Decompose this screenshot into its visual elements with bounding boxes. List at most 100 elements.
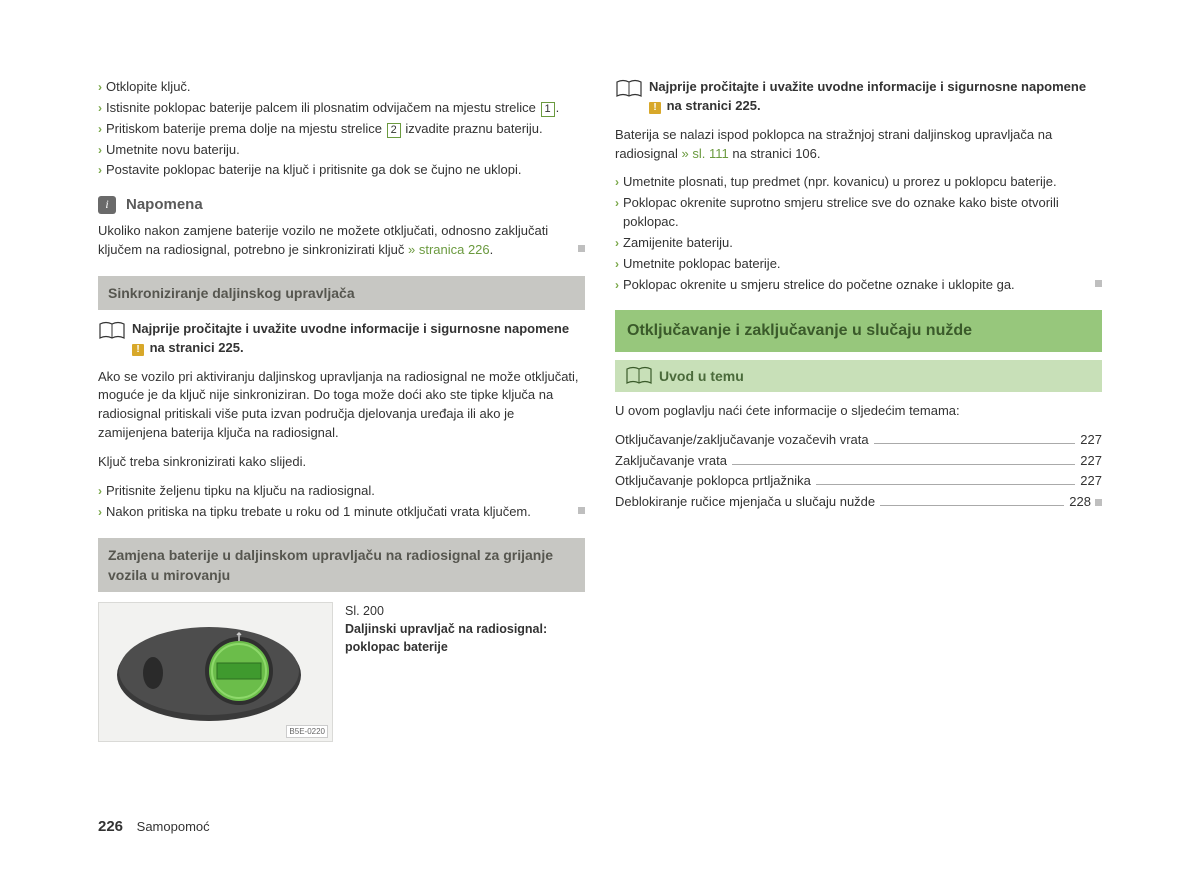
list-item-text: Poklopac okrenite u smjeru strelice do p… xyxy=(623,276,1102,295)
end-mark-icon xyxy=(1095,499,1102,506)
figure-code: B5E-0220 xyxy=(286,725,328,739)
toc-item: Otključavanje/zaključavanje vozačevih vr… xyxy=(615,431,1102,450)
end-mark-icon xyxy=(1095,280,1102,287)
toc-leader xyxy=(816,484,1075,485)
list-item: ›Zamijenite bateriju. xyxy=(615,234,1102,253)
book-icon xyxy=(615,79,643,99)
chevron-icon: › xyxy=(98,142,102,160)
note-link: » stranica 226 xyxy=(408,242,490,257)
sync-steps-list: ›Pritisnite željenu tipku na ključu na r… xyxy=(98,482,585,522)
list-item: ›Postavite poklopac baterije na ključ i … xyxy=(98,161,585,180)
list-item-text: Istisnite poklopac baterije palcem ili p… xyxy=(106,99,585,118)
list-item: ›Umetnite plosnati, tup predmet (npr. ko… xyxy=(615,173,1102,192)
toc-leader xyxy=(880,505,1064,506)
chevron-icon: › xyxy=(615,277,619,295)
batt-link: » sl. 111 xyxy=(682,146,729,161)
chevron-icon: › xyxy=(615,235,619,253)
toc-label: Deblokiranje ručice mjenjača u slučaju n… xyxy=(615,493,875,512)
book-icon xyxy=(98,321,126,341)
list-item: ›Umetnite novu bateriju. xyxy=(98,141,585,160)
green-section-title: Otključavanje i zaključavanje u slučaju … xyxy=(615,310,1102,351)
list-item: ›Nakon pritiska na tipku trebate u roku … xyxy=(98,503,585,522)
chevron-icon: › xyxy=(615,174,619,192)
list-item: ›Poklopac okrenite u smjeru strelice do … xyxy=(615,276,1102,295)
sub-title-text: Uvod u temu xyxy=(659,366,744,386)
list-item-text: Otklopite ključ. xyxy=(106,78,585,97)
sub-section-intro: Uvod u temu xyxy=(615,360,1102,392)
list-item: ›Istisnite poklopac baterije palcem ili … xyxy=(98,99,585,118)
list-item-text: Pritiskom baterije prema dolje na mjestu… xyxy=(106,120,585,139)
list-item-text: Umetnite plosnati, tup predmet (npr. kov… xyxy=(623,173,1102,192)
list-item-text: Umetnite poklopac baterije. xyxy=(623,255,1102,274)
right-column: Najprije pročitajte i uvažite uvodne inf… xyxy=(615,78,1102,750)
reference-number-box: 1 xyxy=(541,102,555,117)
list-item: ›Pritiskom baterije prema dolje na mjest… xyxy=(98,120,585,139)
note-heading: i Napomena xyxy=(98,194,585,216)
toc-label: Otključavanje poklopca prtljažnika xyxy=(615,472,811,491)
read-first-b: na stranici 225. xyxy=(146,340,244,355)
chevron-icon: › xyxy=(98,79,102,97)
read-first-block-right: Najprije pročitajte i uvažite uvodne inf… xyxy=(615,78,1102,116)
figure-label: Sl. 200 xyxy=(345,602,585,620)
toc-item: Zaključavanje vrata 227 xyxy=(615,452,1102,471)
left-column: ›Otklopite ključ.›Istisnite poklopac bat… xyxy=(98,78,585,750)
read-first-a: Najprije pročitajte i uvažite uvodne inf… xyxy=(132,321,569,336)
toc-item: Otključavanje poklopca prtljažnika 227 xyxy=(615,472,1102,491)
read-first-right-b: na stranici 225. xyxy=(663,98,761,113)
sync-intro: Ključ treba sinkronizirati kako slijedi. xyxy=(98,453,585,472)
warn-icon: ! xyxy=(132,344,144,356)
figure-image: B5E-0220 xyxy=(98,602,333,742)
figure-caption-text: Daljinski upravljač na radiosignal: pokl… xyxy=(345,620,585,656)
toc-page: 227 xyxy=(1080,452,1102,471)
chevron-icon: › xyxy=(98,100,102,118)
list-item: ›Otklopite ključ. xyxy=(98,78,585,97)
note-title: Napomena xyxy=(126,194,203,216)
battery-location-para: Baterija se nalazi ispod poklopca na str… xyxy=(615,126,1102,164)
toc-page: 227 xyxy=(1080,472,1102,491)
page-footer: 226 Samopomoć xyxy=(98,816,210,838)
figure-block: B5E-0220 Sl. 200 Daljinski upravljač na … xyxy=(98,602,585,742)
page-number: 226 xyxy=(98,818,123,835)
toc-label: Otključavanje/zaključavanje vozačevih vr… xyxy=(615,431,869,450)
end-mark-icon xyxy=(578,245,585,252)
figure-caption: Sl. 200 Daljinski upravljač na radiosign… xyxy=(345,602,585,742)
toc-list: Otključavanje/zaključavanje vozačevih vr… xyxy=(615,431,1102,512)
toc-item: Deblokiranje ručice mjenjača u slučaju n… xyxy=(615,493,1102,512)
list-item-text: Umetnite novu bateriju. xyxy=(106,141,585,160)
toc-page: 228 xyxy=(1069,493,1091,512)
chevron-icon: › xyxy=(615,195,619,232)
list-item: ›Umetnite poklopac baterije. xyxy=(615,255,1102,274)
battery-steps-list: ›Otklopite ključ.›Istisnite poklopac bat… xyxy=(98,78,585,180)
note-body: Ukoliko nakon zamjene baterije vozilo ne… xyxy=(98,222,585,260)
list-item-text: Pritisnite željenu tipku na ključu na ra… xyxy=(106,482,585,501)
warn-icon: ! xyxy=(649,102,661,114)
book-icon xyxy=(625,366,653,386)
right-steps-list: ›Umetnite plosnati, tup predmet (npr. ko… xyxy=(615,173,1102,294)
section-heater-title: Zamjena baterije u daljinskom upravljaču… xyxy=(98,538,585,593)
info-icon: i xyxy=(98,196,116,214)
list-item-text: Zamijenite bateriju. xyxy=(623,234,1102,253)
chevron-icon: › xyxy=(615,256,619,274)
toc-leader xyxy=(874,443,1076,444)
toc-intro: U ovom poglavlju naći ćete informacije o… xyxy=(615,402,1102,421)
batt-para-b: na stranici 106. xyxy=(729,146,821,161)
toc-page: 227 xyxy=(1080,431,1102,450)
read-first-block: Najprije pročitajte i uvažite uvodne inf… xyxy=(98,320,585,358)
sync-paragraph: Ako se vozilo pri aktiviranju daljinskog… xyxy=(98,368,585,443)
chevron-icon: › xyxy=(98,121,102,139)
reference-number-box: 2 xyxy=(387,123,401,138)
page-columns: ›Otklopite ključ.›Istisnite poklopac bat… xyxy=(98,78,1102,750)
end-mark-icon xyxy=(578,507,585,514)
chevron-icon: › xyxy=(98,162,102,180)
read-first-right-a: Najprije pročitajte i uvažite uvodne inf… xyxy=(649,79,1086,94)
chevron-icon: › xyxy=(98,504,102,522)
chevron-icon: › xyxy=(98,483,102,501)
read-first-text: Najprije pročitajte i uvažite uvodne inf… xyxy=(132,320,585,358)
toc-label: Zaključavanje vrata xyxy=(615,452,727,471)
section-sync-title: Sinkroniziranje daljinskog upravljača xyxy=(98,276,585,310)
list-item: ›Poklopac okrenite suprotno smjeru strel… xyxy=(615,194,1102,232)
list-item: ›Pritisnite željenu tipku na ključu na r… xyxy=(98,482,585,501)
toc-leader xyxy=(732,464,1075,465)
list-item-text: Postavite poklopac baterije na ključ i p… xyxy=(106,161,585,180)
footer-section: Samopomoć xyxy=(137,819,210,834)
